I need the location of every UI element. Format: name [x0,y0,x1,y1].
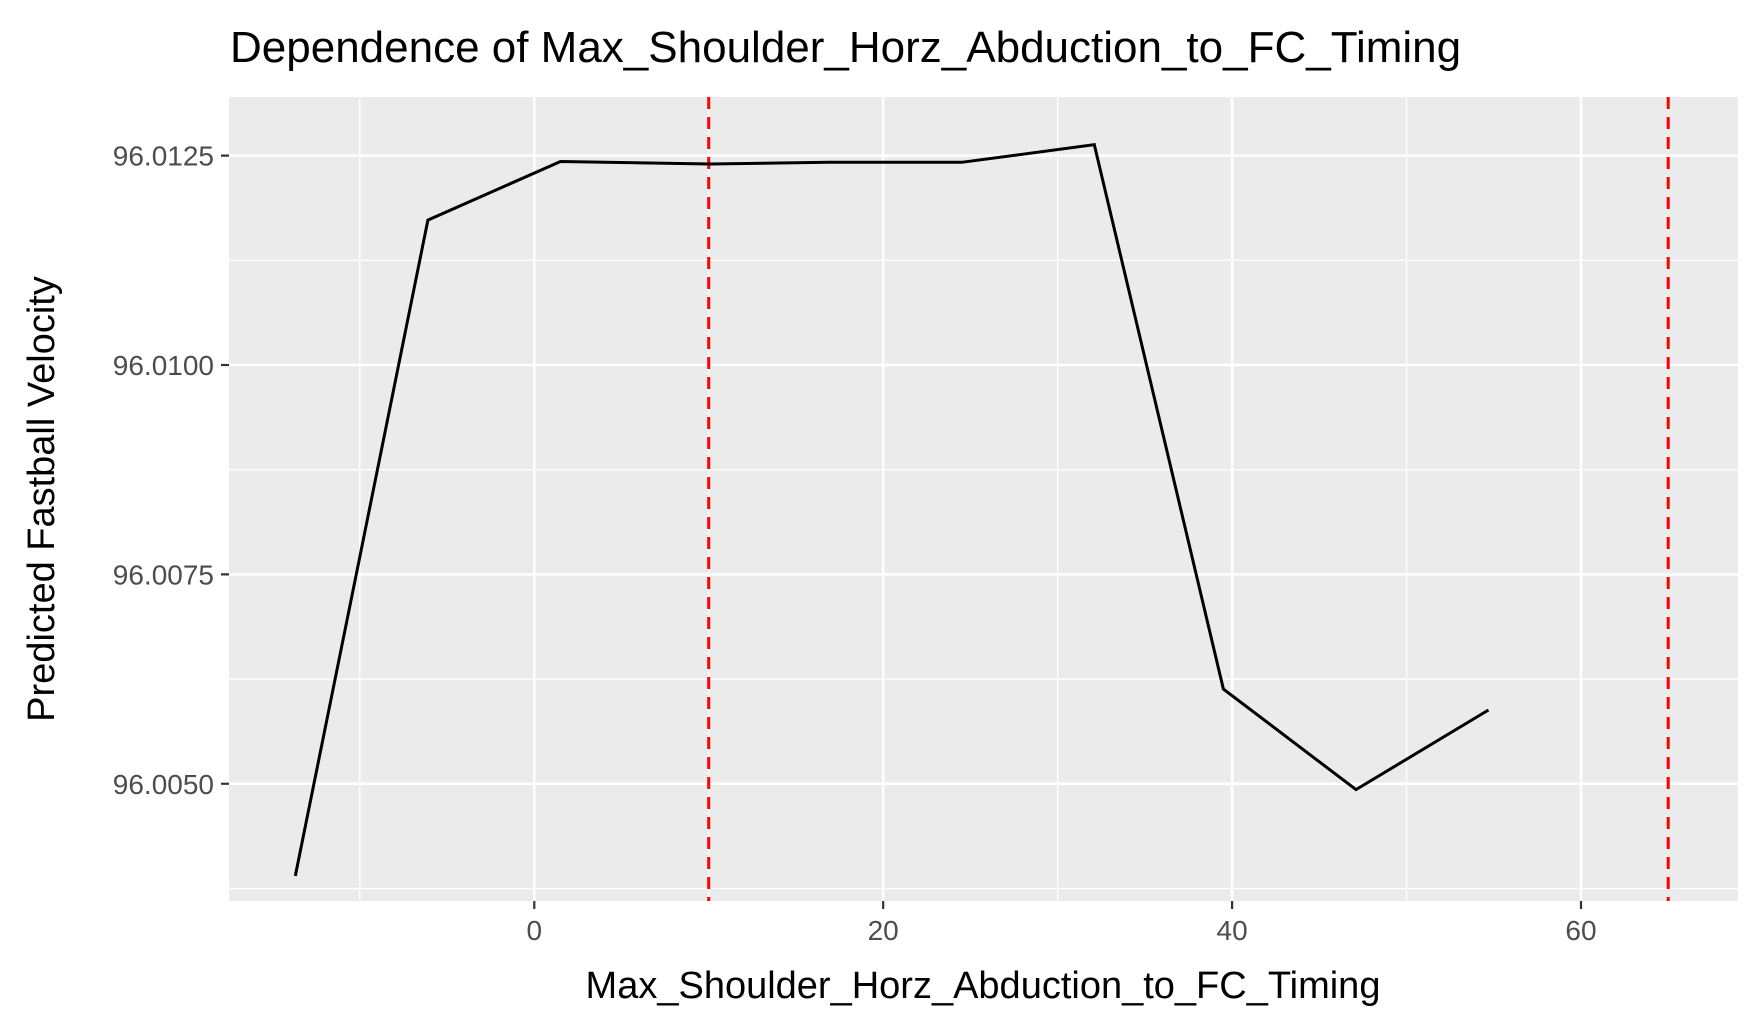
y-tick-label: 96.0050 [113,769,214,800]
x-tick-label: 60 [1565,915,1596,946]
major-gridlines [229,97,1738,901]
chart-title: Dependence of Max_Shoulder_Horz_Abductio… [230,23,1461,72]
y-tick-label: 96.0125 [113,141,214,172]
y-axis-label: Predicted Fastball Velocity [21,276,63,722]
y-tick-label: 96.0075 [113,559,214,590]
x-axis-label: Max_Shoulder_Horz_Abduction_to_FC_Timing [586,965,1381,1007]
x-axis: 0 20 40 60 [526,901,1597,946]
x-tick-label: 20 [868,915,899,946]
y-axis: 96.0050 96.0075 96.0100 96.0125 [113,141,229,800]
reference-lines [707,97,1670,901]
series-line [293,143,1490,877]
x-tick-label: 0 [526,915,542,946]
x-tick-label: 40 [1217,915,1248,946]
plot-panel [229,97,1738,901]
minor-gridlines [229,97,1738,901]
y-tick-label: 96.0100 [113,350,214,381]
